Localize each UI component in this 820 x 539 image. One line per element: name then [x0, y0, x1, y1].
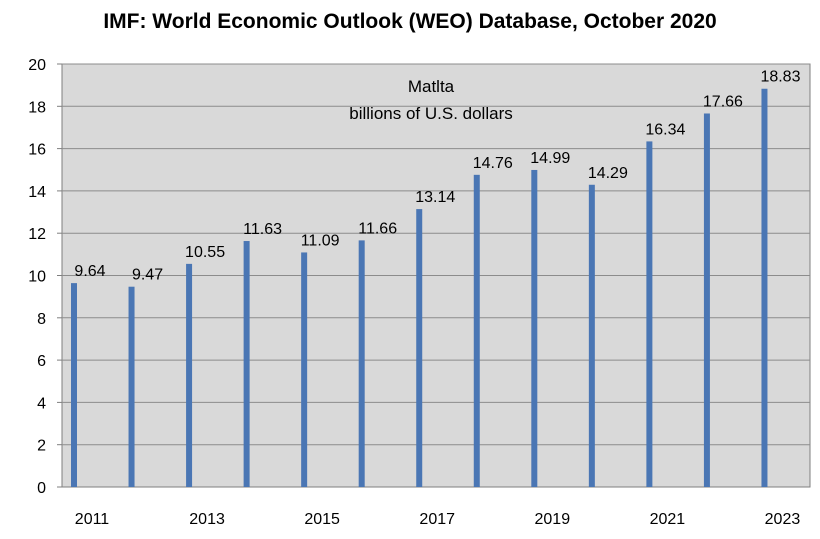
y-tick-label: 14 — [28, 184, 46, 201]
bar-2017 — [416, 209, 423, 488]
data-label-2020: 14.29 — [588, 165, 628, 182]
bar-2023 — [761, 88, 768, 488]
x-tick-label: 2013 — [189, 511, 225, 528]
bar-2021 — [646, 141, 653, 487]
data-label-2014: 11.63 — [243, 221, 282, 238]
data-labels: 9.64 9.47 10.55 11.63 11.09 11.66 13.14 14.76 14… — [74, 69, 800, 284]
data-label-2011: 9.64 — [74, 263, 105, 280]
bar-2022 — [703, 113, 710, 487]
y-tick-label: 12 — [28, 226, 46, 243]
chart-subtitle-country: Matlta — [408, 77, 455, 96]
bar-2020 — [588, 184, 595, 488]
bar-2016 — [358, 240, 365, 487]
bar-2013 — [186, 263, 193, 487]
x-tick-label: 2021 — [650, 511, 686, 528]
x-tick-label: 2017 — [419, 511, 455, 528]
data-label-2019: 14.99 — [530, 150, 570, 167]
y-tick-label: 2 — [37, 438, 46, 455]
x-tick-label: 2023 — [765, 511, 801, 528]
chart-subtitle-unit: billions of U.S. dollars — [349, 104, 512, 123]
bar-2019 — [531, 169, 538, 488]
bar-2014 — [243, 241, 250, 487]
data-label-2023: 18.83 — [760, 69, 800, 86]
x-tick-label: 2019 — [535, 511, 571, 528]
data-label-2015: 11.09 — [301, 232, 340, 249]
x-axis: 2011 2013 2015 2017 2019 2021 2023 — [75, 511, 801, 528]
data-label-2012: 9.47 — [132, 267, 163, 284]
bar-2011 — [71, 283, 77, 487]
data-label-2016: 11.66 — [358, 220, 397, 237]
x-tick-label: 2011 — [75, 511, 110, 528]
bar-2012 — [128, 286, 135, 487]
bar-series — [71, 88, 768, 488]
data-label-2021: 16.34 — [645, 121, 685, 138]
bar-2015 — [301, 252, 308, 487]
y-tick-label: 20 — [28, 57, 46, 74]
data-label-2017: 13.14 — [415, 189, 455, 206]
bar-2018 — [473, 174, 480, 488]
y-tick-label: 6 — [37, 353, 46, 370]
y-tick-label: 16 — [28, 142, 46, 159]
data-label-2013: 10.55 — [185, 244, 225, 261]
y-tick-label: 10 — [28, 269, 46, 286]
data-label-2018: 14.76 — [473, 155, 513, 172]
data-label-2022: 17.66 — [703, 93, 743, 110]
x-tick-label: 2015 — [304, 511, 340, 528]
y-tick-label: 18 — [28, 99, 46, 116]
y-tick-label: 4 — [37, 395, 46, 412]
chart-title: IMF: World Economic Outlook (WEO) Databa… — [103, 10, 717, 33]
y-tick-label: 8 — [37, 311, 46, 328]
y-tick-label: 0 — [37, 480, 46, 497]
